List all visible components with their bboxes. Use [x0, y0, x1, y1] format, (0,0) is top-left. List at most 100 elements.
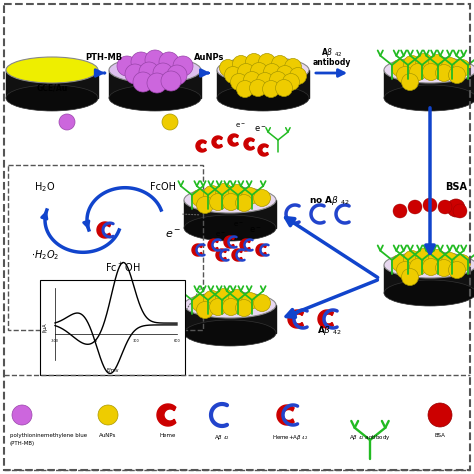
Circle shape [191, 294, 209, 311]
Circle shape [147, 73, 167, 93]
Text: e$^-$: e$^-$ [215, 230, 226, 239]
Circle shape [244, 72, 261, 89]
Circle shape [428, 55, 446, 72]
Circle shape [283, 73, 300, 91]
Circle shape [133, 72, 153, 92]
Circle shape [422, 258, 439, 275]
Ellipse shape [184, 215, 276, 241]
Circle shape [428, 403, 452, 427]
Circle shape [236, 194, 253, 211]
Ellipse shape [6, 85, 98, 111]
Circle shape [246, 54, 263, 71]
Text: Fc$^+$OH: Fc$^+$OH [105, 261, 141, 274]
Circle shape [222, 193, 239, 210]
Polygon shape [384, 265, 474, 293]
Text: AuNPs: AuNPs [194, 53, 224, 62]
Circle shape [250, 63, 267, 80]
Text: no A$\beta$ $_{42}$: no A$\beta$ $_{42}$ [310, 194, 351, 207]
Circle shape [448, 66, 465, 83]
Polygon shape [318, 310, 333, 328]
Polygon shape [184, 305, 276, 333]
Circle shape [162, 114, 178, 130]
Text: $\cdot$H$_2$O$_2$: $\cdot$H$_2$O$_2$ [31, 248, 60, 262]
Ellipse shape [217, 85, 309, 111]
Circle shape [210, 193, 227, 210]
Circle shape [408, 200, 422, 214]
Circle shape [228, 290, 246, 307]
Text: polythioninemethylene blue: polythioninemethylene blue [10, 433, 87, 438]
Text: e$^-$: e$^-$ [235, 121, 246, 130]
Circle shape [447, 199, 465, 217]
Text: GCE/Au: GCE/Au [36, 83, 68, 92]
Circle shape [233, 55, 249, 73]
Circle shape [453, 204, 467, 218]
Circle shape [276, 65, 293, 82]
Polygon shape [208, 239, 218, 251]
Text: antibody: antibody [312, 58, 351, 67]
Circle shape [117, 56, 137, 76]
Circle shape [228, 184, 246, 201]
Circle shape [219, 60, 237, 76]
Circle shape [225, 66, 241, 83]
Polygon shape [384, 70, 474, 98]
Circle shape [264, 64, 281, 81]
Polygon shape [212, 136, 222, 148]
Circle shape [161, 71, 181, 91]
Ellipse shape [184, 320, 276, 346]
Circle shape [270, 72, 286, 89]
Circle shape [216, 289, 233, 306]
Circle shape [436, 259, 453, 276]
Polygon shape [277, 405, 294, 425]
Circle shape [237, 81, 254, 98]
Circle shape [167, 65, 187, 85]
Circle shape [422, 64, 439, 81]
Text: 600: 600 [173, 339, 181, 343]
Circle shape [203, 291, 220, 308]
Circle shape [125, 64, 145, 84]
Text: -300: -300 [51, 339, 59, 343]
Ellipse shape [384, 252, 474, 278]
Circle shape [222, 299, 239, 316]
Circle shape [416, 248, 432, 265]
Polygon shape [157, 404, 176, 426]
Ellipse shape [184, 187, 276, 213]
Circle shape [249, 80, 266, 97]
Circle shape [98, 405, 118, 425]
Circle shape [436, 64, 453, 82]
Ellipse shape [6, 57, 98, 83]
Circle shape [216, 183, 233, 201]
Circle shape [396, 262, 413, 279]
Polygon shape [97, 222, 110, 238]
Circle shape [290, 67, 307, 84]
Text: FcOH: FcOH [150, 182, 176, 192]
Text: PTH-MB: PTH-MB [85, 53, 122, 62]
Text: e$^-$: e$^-$ [254, 124, 266, 134]
Circle shape [393, 204, 407, 218]
Circle shape [416, 54, 432, 71]
Circle shape [272, 55, 289, 73]
Text: A$\beta$ $_{42}$: A$\beta$ $_{42}$ [214, 433, 230, 442]
Circle shape [396, 66, 413, 83]
Ellipse shape [184, 292, 276, 318]
Text: BSA: BSA [435, 433, 446, 438]
Circle shape [275, 80, 292, 97]
Text: A$\beta$ $_{42}$ antibody: A$\beta$ $_{42}$ antibody [349, 433, 391, 442]
Ellipse shape [384, 280, 474, 306]
Circle shape [191, 190, 209, 207]
Ellipse shape [384, 57, 474, 83]
Polygon shape [258, 144, 268, 156]
Circle shape [284, 58, 301, 75]
Polygon shape [228, 134, 238, 146]
Circle shape [263, 81, 280, 98]
Circle shape [197, 197, 213, 213]
Ellipse shape [217, 57, 309, 83]
Circle shape [410, 64, 427, 81]
Circle shape [401, 268, 419, 285]
Polygon shape [192, 244, 202, 256]
Text: I/μA: I/μA [43, 323, 48, 332]
Polygon shape [40, 280, 185, 375]
Circle shape [438, 200, 452, 214]
Circle shape [241, 292, 258, 310]
Circle shape [441, 57, 458, 74]
Polygon shape [288, 310, 303, 328]
